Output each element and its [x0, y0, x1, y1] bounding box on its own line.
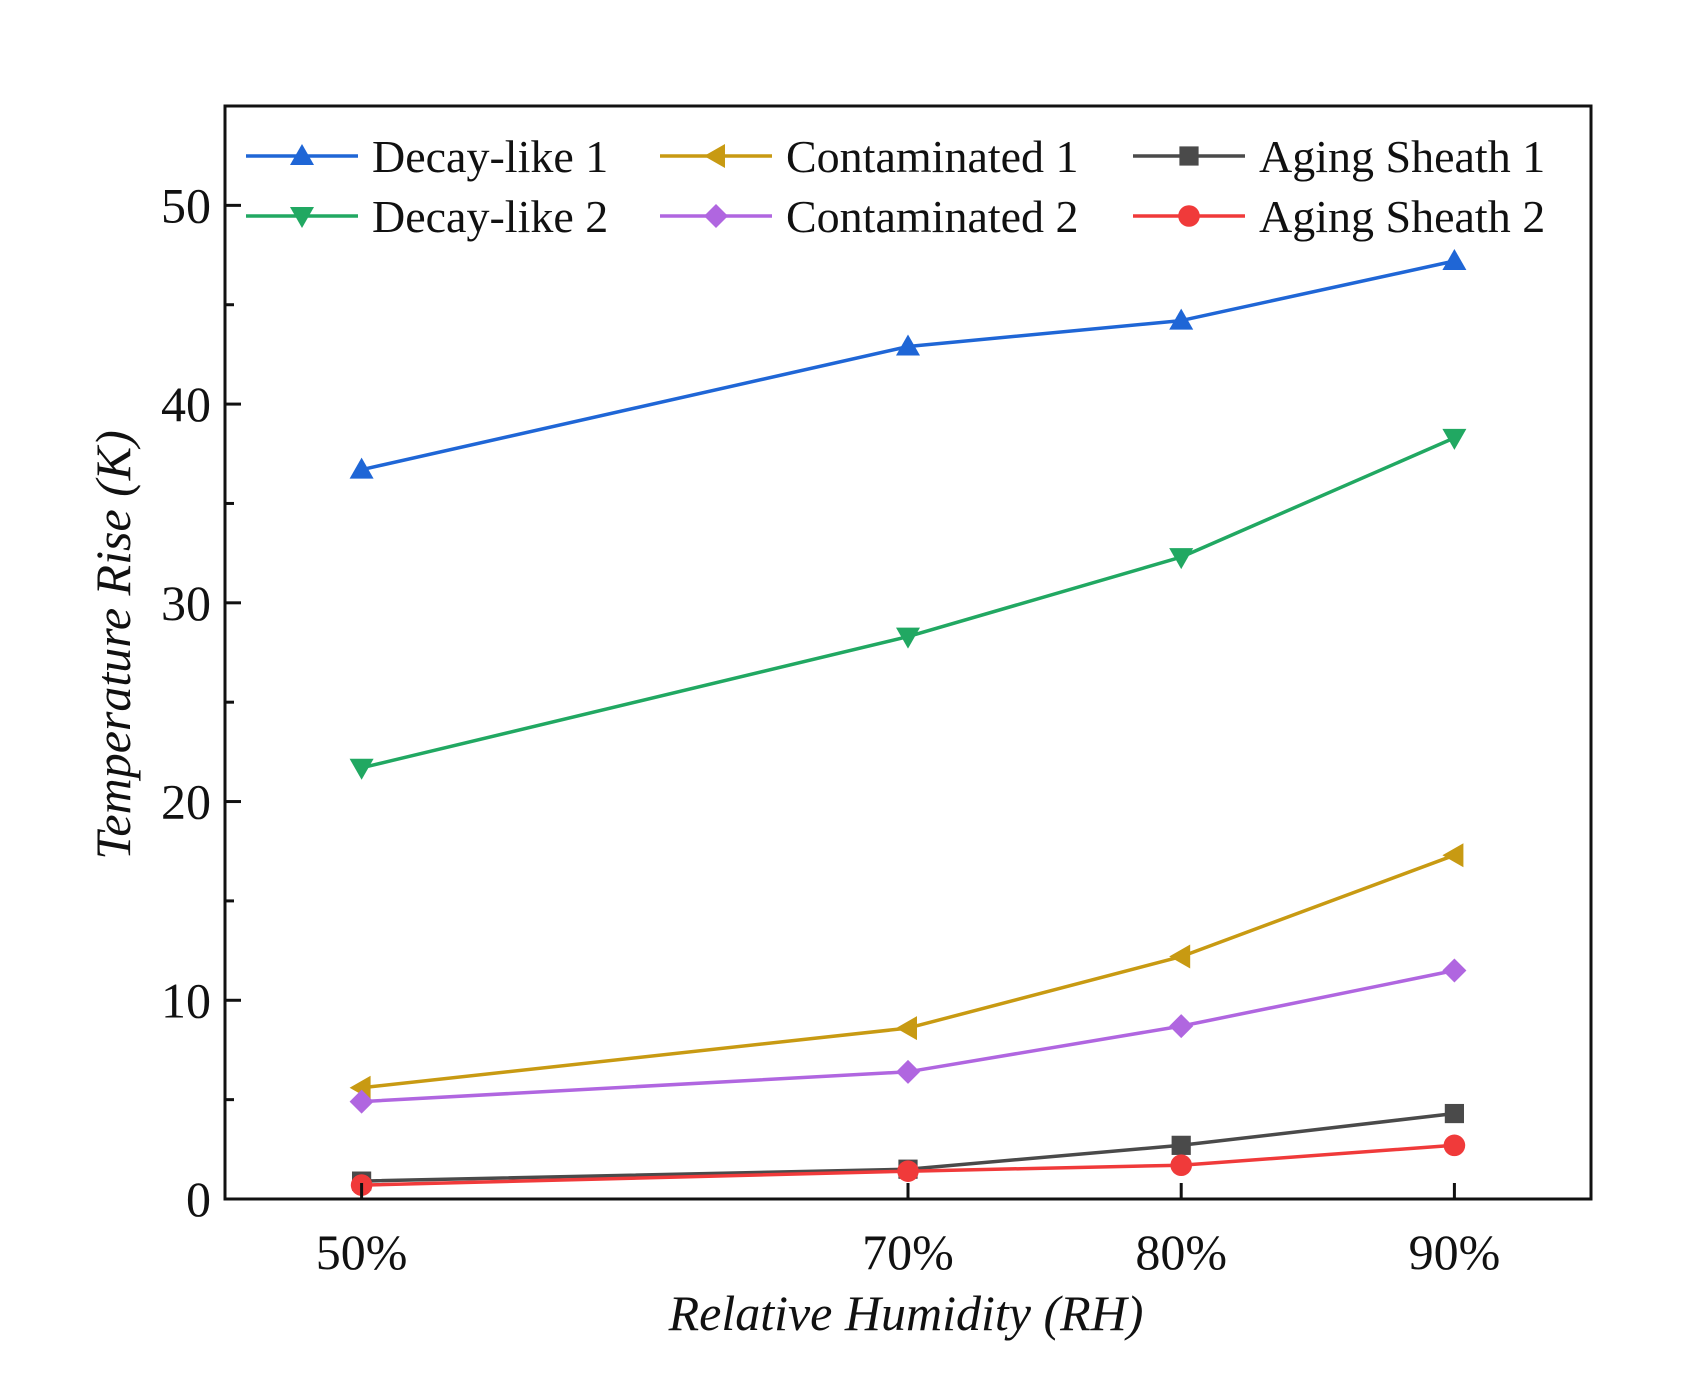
data-point: [1169, 944, 1191, 969]
series-line: [361, 1111, 1455, 1183]
data-point: [1170, 1154, 1192, 1177]
legend-marker: [704, 144, 725, 168]
series-line: [361, 968, 1455, 1104]
legend-entry: Contaminated 1: [660, 131, 1079, 182]
legend-marker: [290, 144, 314, 165]
legend-marker: [1178, 205, 1200, 227]
legend: Decay-like 1 Decay-like 2 Contaminated 1 Co…: [246, 131, 1545, 242]
data-point: [896, 334, 920, 356]
data-point: [1442, 958, 1467, 983]
y-tick-label: 10: [161, 972, 211, 1028]
data-point: [1443, 1134, 1466, 1157]
data-point: [1442, 428, 1467, 450]
data-point: [1442, 249, 1467, 271]
data-point: [349, 758, 374, 780]
x-tick-label: 80%: [1135, 1224, 1227, 1280]
y-tick-label: 50: [161, 177, 211, 233]
data-point: [897, 1160, 919, 1182]
legend-entry: Decay-like 1: [246, 131, 608, 182]
legend-label: Aging Sheath 1: [1259, 131, 1545, 182]
y-tick-label: 30: [161, 575, 211, 631]
series-decay-like-2: [349, 428, 1467, 780]
legend-entry: Contaminated 2: [660, 191, 1079, 242]
series-line: [361, 259, 1455, 472]
series-decay-like-1: [349, 249, 1467, 479]
series-contaminated-1: [349, 843, 1464, 1100]
data-point: [1169, 308, 1194, 330]
legend-marker: [1179, 146, 1199, 166]
legend-marker: [704, 204, 728, 228]
y-tick-label: 0: [186, 1171, 211, 1227]
data-point: [1442, 843, 1464, 868]
legend-label: Contaminated 2: [786, 191, 1079, 242]
data-point: [896, 1059, 920, 1084]
data-point: [1169, 1014, 1194, 1039]
x-tick-label: 50%: [316, 1224, 408, 1280]
x-tick-label: 90%: [1409, 1224, 1501, 1280]
data-point: [349, 457, 374, 479]
legend-label: Decay-like 2: [372, 191, 608, 242]
series-layer: [349, 249, 1467, 1196]
axis-layer: 0 10 20 30 40 50 50% 70% 80% 90%: [161, 104, 1501, 1280]
x-tick-label: 70%: [862, 1224, 954, 1280]
legend-marker: [290, 207, 314, 228]
data-point: [1444, 1103, 1464, 1124]
series-contaminated-2: [349, 958, 1467, 1114]
plot-frame: [223, 104, 1593, 1201]
legend-entry: Aging Sheath 1: [1133, 131, 1545, 182]
y-axis-title: Temperature Rise (K): [85, 430, 141, 860]
data-point: [1171, 1135, 1191, 1155]
legend-label: Contaminated 1: [786, 131, 1079, 182]
y-tick-label: 40: [161, 376, 211, 432]
legend-entry: Decay-like 2: [246, 191, 608, 242]
data-point: [896, 627, 920, 649]
legend-label: Aging Sheath 2: [1259, 191, 1545, 242]
data-point: [896, 1016, 917, 1041]
series-line: [361, 436, 1456, 770]
series-line: [361, 1143, 1455, 1187]
series-line: [361, 853, 1456, 1090]
data-point: [349, 1089, 374, 1114]
legend-label: Decay-like 1: [372, 131, 608, 182]
legend-entry: Aging Sheath 2: [1133, 191, 1545, 242]
data-point: [1169, 548, 1194, 570]
x-axis-title: Relative Humidity (RH): [668, 1285, 1144, 1341]
y-tick-label: 20: [161, 774, 211, 830]
